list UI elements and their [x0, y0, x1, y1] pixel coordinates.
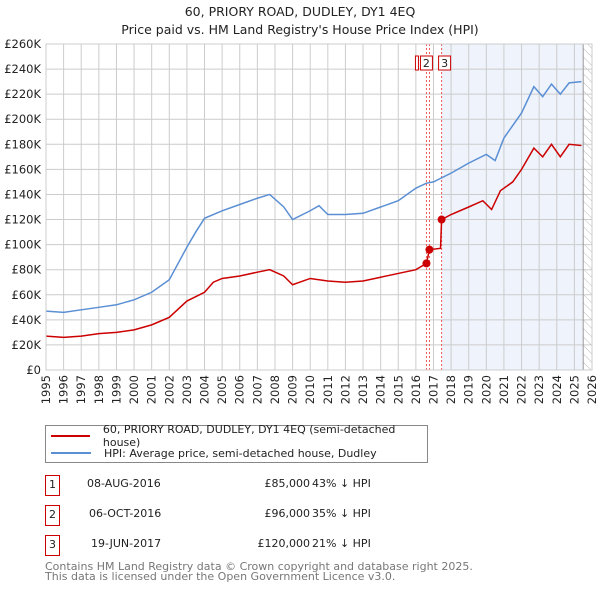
sale-label-box	[419, 55, 433, 71]
y-tick-label: £100K	[4, 238, 41, 252]
footer-copyright: Contains HM Land Registry data © Crown c…	[45, 560, 473, 573]
x-tick-label: 1995	[39, 375, 53, 404]
y-tick-label: £200K	[4, 112, 41, 126]
x-tick-label: 2012	[338, 375, 352, 404]
y-tick-label: £260K	[4, 37, 41, 51]
x-tick-label: 2009	[286, 375, 300, 404]
x-tick-label: 2023	[532, 375, 546, 404]
x-tick-label: 2024	[550, 375, 564, 404]
x-tick-label: 2005	[215, 375, 229, 404]
transaction-date: 06-OCT-2016	[89, 507, 162, 520]
chart-subtitle: Price paid vs. HM Land Registry's House …	[121, 22, 479, 37]
plot-frame	[45, 43, 593, 371]
x-tick-label: 2018	[444, 375, 458, 404]
x-tick-label: 2022	[515, 375, 529, 404]
series-line	[45, 80, 582, 314]
x-tick-label: 2016	[409, 375, 423, 404]
series-line	[45, 143, 582, 339]
transaction-date: 08-AUG-2016	[87, 477, 161, 490]
y-tick-label: £160K	[4, 162, 41, 176]
y-tick-label: £220K	[4, 87, 41, 101]
y-tick-label: £140K	[4, 187, 41, 201]
sale-marker	[425, 245, 434, 254]
transaction-marker: 1	[45, 475, 60, 496]
y-tick-label: £180K	[4, 137, 41, 151]
x-tick-label: 2019	[462, 375, 476, 404]
y-tick-label: £120K	[4, 213, 41, 227]
transaction-row: 1 08-AUG-2016 £85,000 43% ↓ HPI	[45, 475, 465, 496]
x-tick-label: 2001	[145, 375, 159, 404]
y-tick-label: £60K	[12, 288, 42, 302]
x-tick-label: 2026	[585, 375, 599, 404]
sale-label-box	[414, 55, 419, 71]
chart-title: 60, PRIORY ROAD, DUDLEY, DY1 4EQ	[184, 4, 416, 19]
footer-licence: This data is licensed under the Open Gov…	[45, 570, 396, 583]
y-tick-label: £40K	[12, 313, 42, 327]
transaction-hpi: 35% ↓ HPI	[312, 507, 371, 520]
transaction-marker: 2	[45, 505, 60, 526]
x-tick-label: 2025	[567, 375, 581, 404]
y-tick-label: £20K	[12, 338, 42, 352]
legend-hpi-swatch	[51, 452, 91, 454]
x-tick-label: 2002	[162, 375, 176, 404]
forecast-shade	[441, 44, 584, 370]
x-tick-label: 2007	[250, 375, 264, 404]
x-tick-label: 1999	[109, 375, 123, 404]
x-tick-label: 1996	[57, 375, 71, 404]
y-tick-label: £0	[26, 363, 41, 377]
transaction-hpi: 43% ↓ HPI	[312, 477, 371, 490]
x-tick-label: 2014	[374, 375, 388, 404]
sale-label-box	[438, 55, 452, 71]
x-tick-label: 2008	[268, 375, 282, 404]
x-tick-label: 2013	[356, 375, 370, 404]
transaction-price: £85,000	[264, 477, 311, 490]
x-tick-label: 2017	[426, 375, 440, 404]
x-tick-label: 2010	[303, 375, 317, 404]
transaction-row: 3 19-JUN-2017 £120,000 21% ↓ HPI	[45, 535, 465, 556]
x-tick-label: 1997	[74, 375, 88, 404]
x-tick-label: 2011	[321, 375, 335, 404]
sale-marker	[422, 259, 431, 268]
x-tick-label: 2020	[479, 375, 493, 404]
transaction-hpi: 21% ↓ HPI	[312, 537, 371, 550]
transaction-row: 2 06-OCT-2016 £96,000 35% ↓ HPI	[45, 505, 465, 526]
future-hatch	[583, 44, 592, 370]
x-tick-label: 2004	[198, 375, 212, 404]
legend-hpi-label: HPI: Average price, semi-detached house,…	[104, 446, 377, 460]
x-tick-label: 2003	[180, 375, 194, 404]
x-tick-label: 2006	[233, 375, 247, 404]
x-tick-label: 2015	[391, 375, 405, 404]
x-tick-label: 2000	[127, 375, 141, 404]
y-tick-label: £80K	[12, 263, 42, 277]
sale-label: 2	[423, 57, 430, 70]
legend-property-swatch	[51, 435, 90, 437]
transaction-marker: 3	[45, 535, 60, 556]
x-tick-label: 2021	[497, 375, 511, 404]
x-tick-label: 1998	[92, 375, 106, 404]
transaction-price: £96,000	[264, 507, 311, 520]
sale-label: 3	[441, 57, 448, 70]
price-chart: 1995 1996 1997 1998 1999 2000 2001 2002 2003 2004…	[4, 37, 599, 404]
transaction-price: £120,000	[257, 537, 311, 550]
sale-marker	[437, 215, 446, 224]
y-tick-label: £240K	[4, 62, 41, 76]
legend: 60, PRIORY ROAD, DUDLEY, DY1 4EQ (semi-d…	[45, 423, 428, 463]
transaction-date: 19-JUN-2017	[91, 537, 162, 550]
legend-property-label: 60, PRIORY ROAD, DUDLEY, DY1 4EQ (semi-d…	[102, 423, 396, 449]
